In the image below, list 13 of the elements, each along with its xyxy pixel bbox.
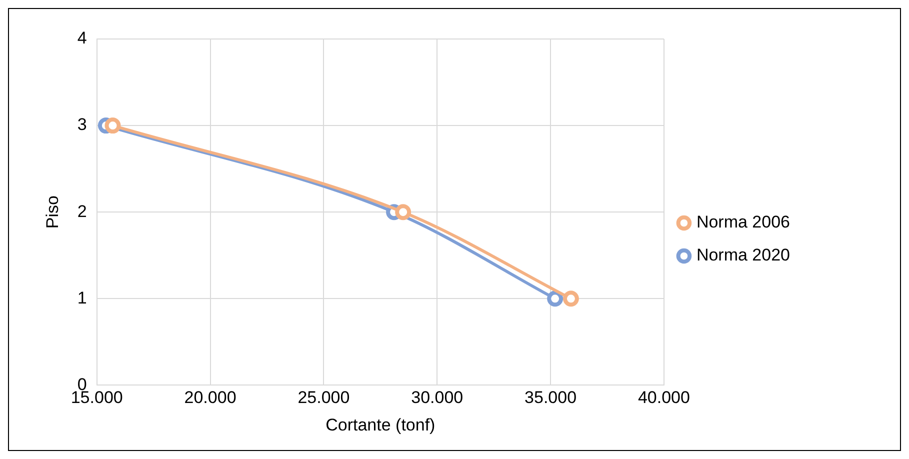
y-axis-title: Piso [42, 196, 62, 229]
x-axis-title: Cortante (tonf) [326, 415, 436, 434]
y-tick-label: 3 [77, 115, 87, 134]
x-tick-label: 20.000 [184, 388, 236, 408]
legend-label: Norma 2020 [696, 246, 790, 265]
x-tick-label: 35.000 [524, 388, 577, 408]
x-tick-label: 40.000 [638, 388, 690, 408]
x-tick-label: 30.000 [411, 388, 464, 408]
legend-label: Norma 2006 [696, 212, 790, 232]
y-tick-label: 1 [77, 288, 87, 308]
x-tick-label: 25.000 [298, 388, 350, 408]
y-tick-label: 2 [77, 202, 87, 221]
y-tick-label: 4 [77, 28, 87, 48]
